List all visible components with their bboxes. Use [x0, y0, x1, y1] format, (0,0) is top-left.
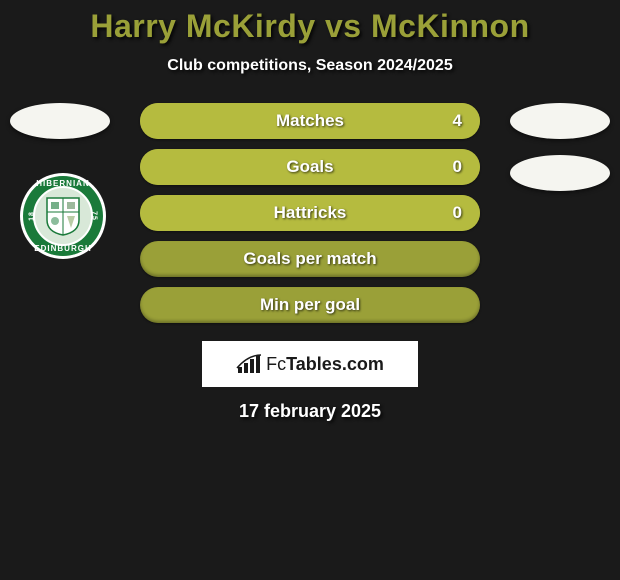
crest-text-top: HIBERNIAN — [36, 179, 89, 188]
stat-bar: Hattricks 0 — [140, 195, 480, 231]
date-label: 17 february 2025 — [0, 401, 620, 422]
crest-text-bottom: EDINBURGH — [34, 244, 91, 253]
crest-text-right: 75 — [91, 211, 98, 221]
fctables-logo: FcTables.com — [202, 341, 418, 387]
subtitle: Club competitions, Season 2024/2025 — [0, 57, 620, 75]
crest-inner — [35, 188, 91, 244]
stat-bars: Matches 4 Goals 0 Hattricks 0 Goals per match M… — [140, 103, 480, 323]
stat-bar-label: Goals per match — [243, 249, 376, 269]
player-oval-right — [510, 103, 610, 139]
stat-bar: Min per goal — [140, 287, 480, 323]
stat-bar: Matches 4 — [140, 103, 480, 139]
stat-bar-label: Matches — [276, 111, 344, 131]
stat-bar: Goals per match — [140, 241, 480, 277]
stat-bar-value: 0 — [453, 203, 462, 223]
stat-bar-label: Hattricks — [274, 203, 347, 223]
page-title: Harry McKirdy vs McKinnon — [0, 8, 620, 45]
comparison-card: Harry McKirdy vs McKinnon Club competiti… — [0, 0, 620, 422]
logo-text: FcTables.com — [266, 354, 384, 375]
bar-chart-icon — [236, 353, 262, 375]
stat-bar-label: Goals — [286, 157, 333, 177]
stat-bar: Goals 0 — [140, 149, 480, 185]
stat-bar-label: Min per goal — [260, 295, 360, 315]
stat-bar-value: 0 — [453, 157, 462, 177]
club-crest: HIBERNIAN EDINBURGH 18 75 — [20, 173, 106, 259]
player-oval-left — [10, 103, 110, 139]
player-oval-right — [510, 155, 610, 191]
stats-area: HIBERNIAN EDINBURGH 18 75 — [0, 103, 620, 323]
crest-shield-icon — [45, 196, 81, 236]
stat-bar-value: 4 — [453, 111, 462, 131]
